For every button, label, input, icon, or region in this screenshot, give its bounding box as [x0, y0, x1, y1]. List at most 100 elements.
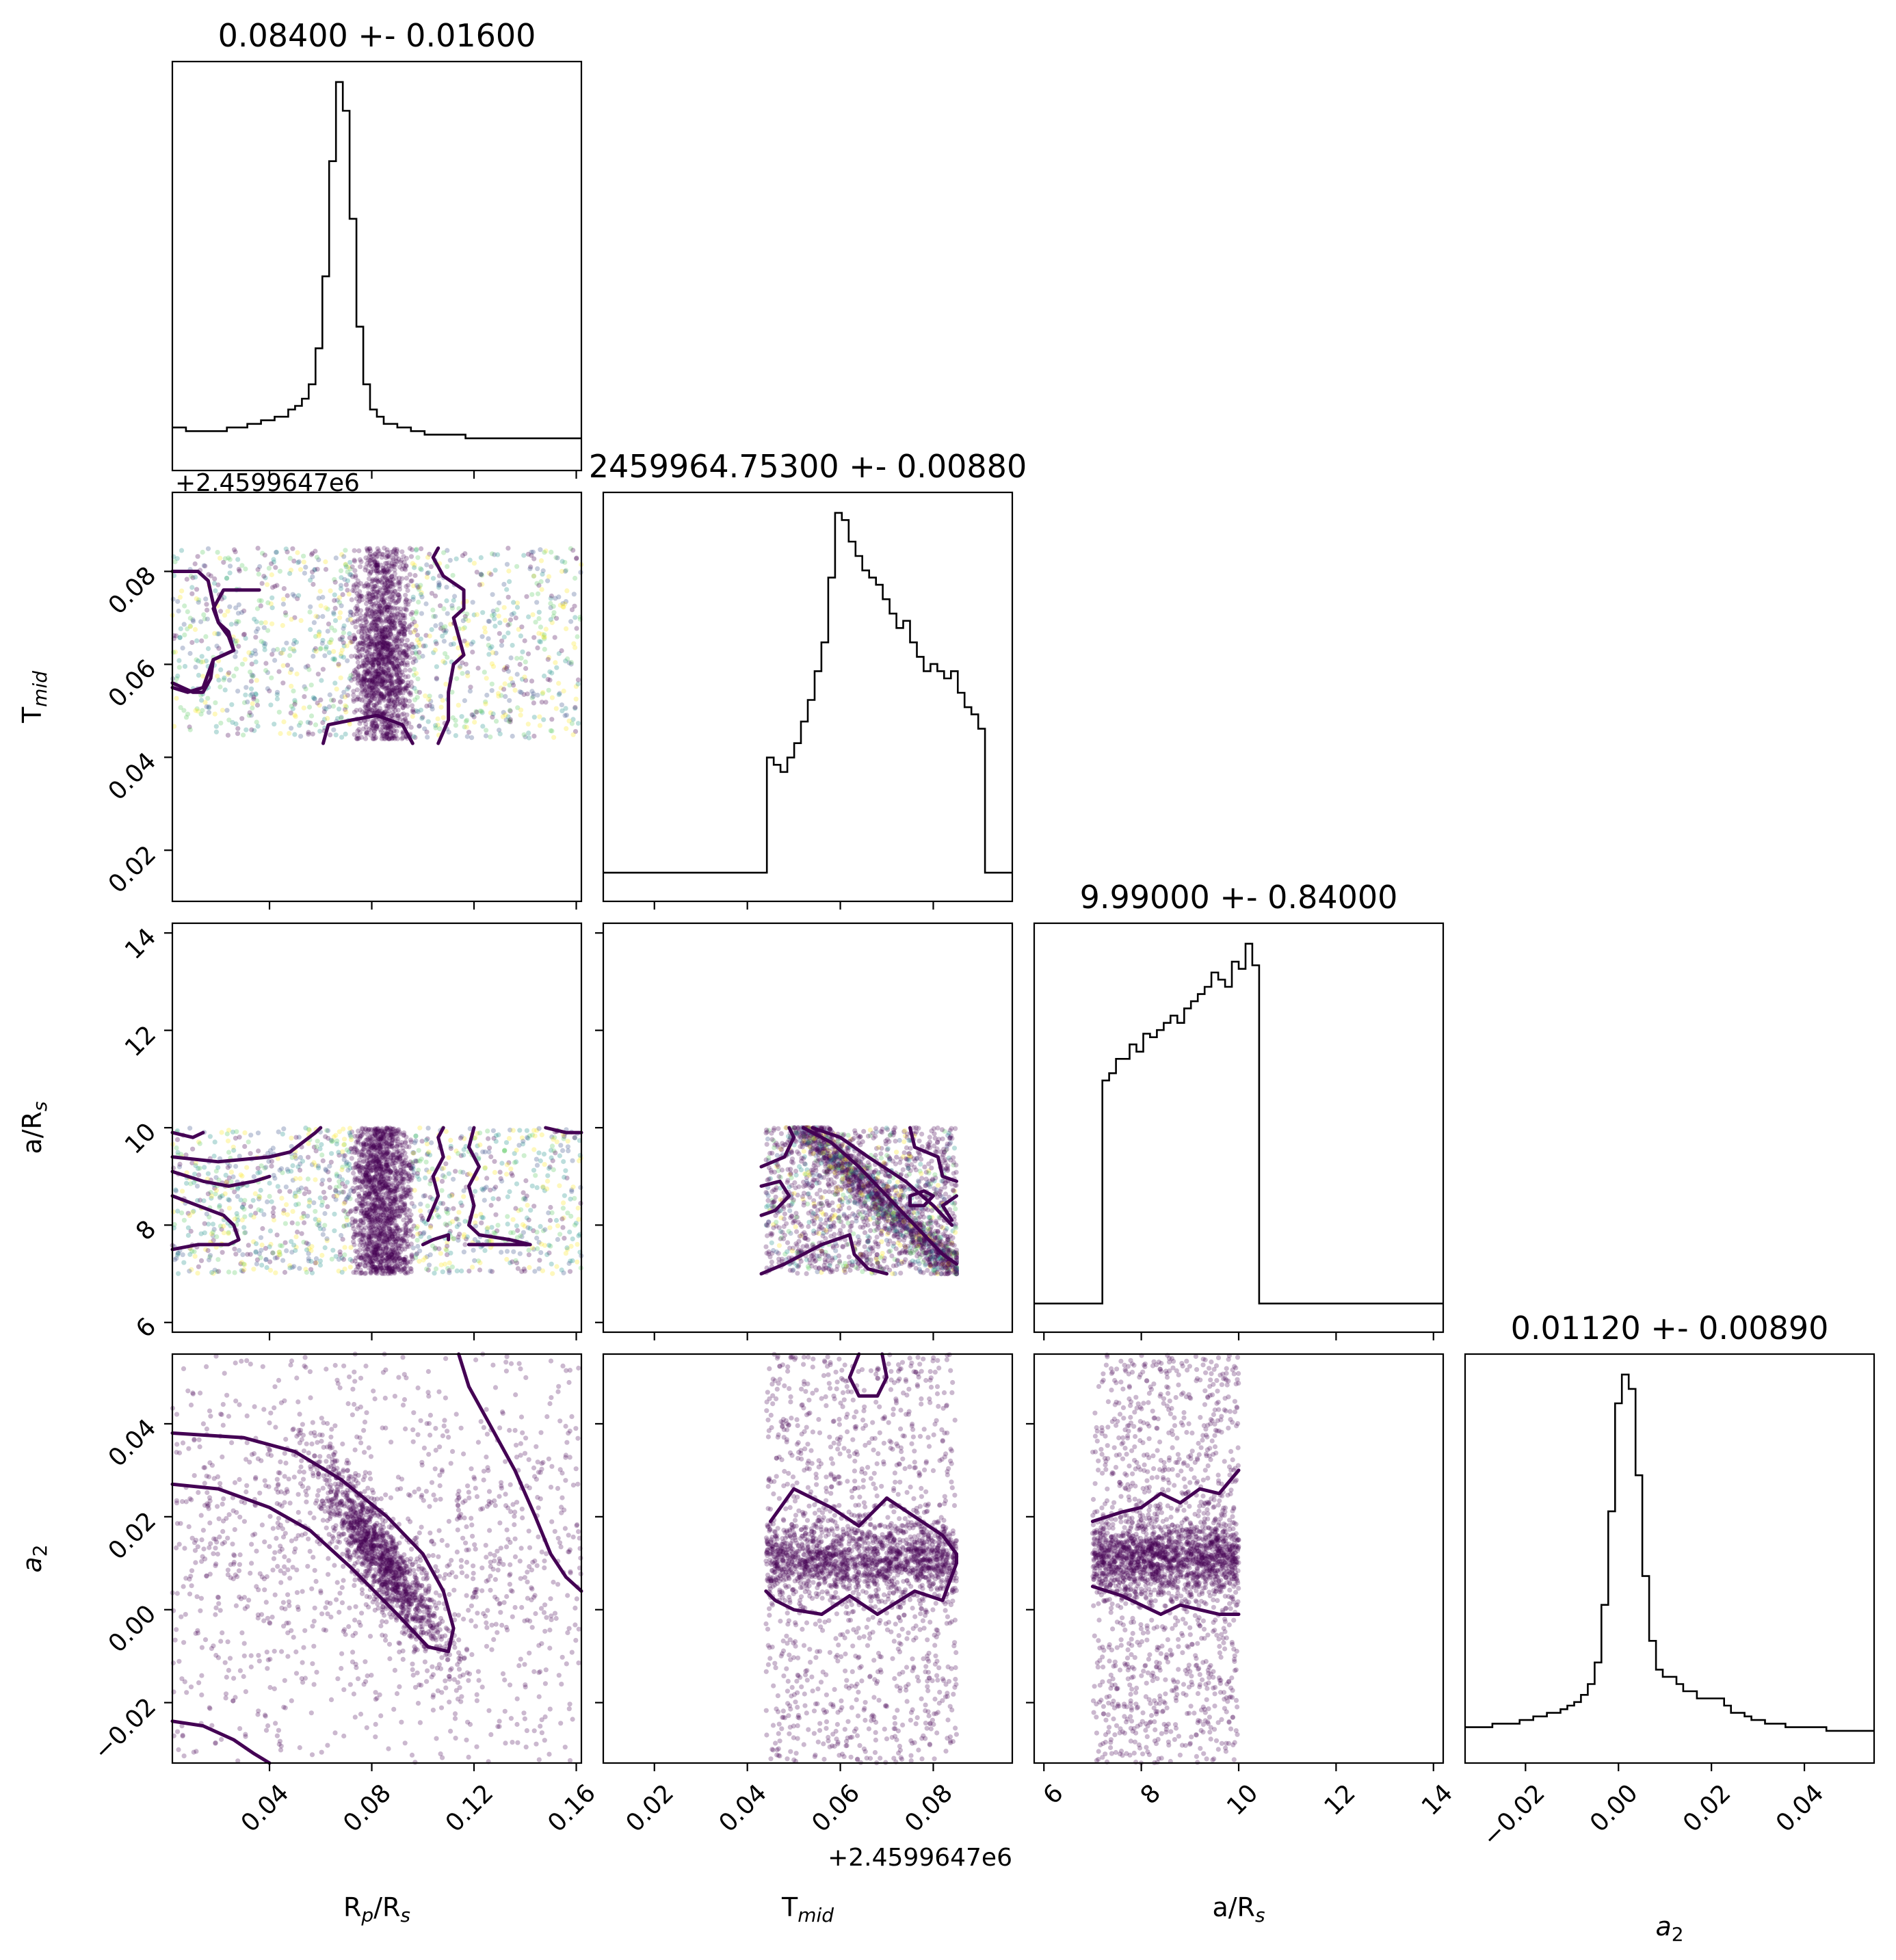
scatter-point	[504, 1256, 510, 1262]
scatter-point	[474, 570, 479, 575]
scatter-rp-ars	[170, 1125, 584, 1277]
scatter-point	[374, 561, 380, 566]
scatter-point	[466, 1171, 472, 1176]
scatter-point	[542, 673, 547, 679]
scatter-point	[415, 1243, 421, 1249]
scatter-point	[549, 670, 555, 676]
scatter-point	[553, 660, 558, 665]
scatter-point	[517, 1128, 523, 1133]
scatter-point	[488, 1269, 493, 1274]
scatter-point	[354, 603, 360, 609]
scatter-point	[519, 676, 525, 682]
scatter-point	[508, 676, 514, 681]
scatter-point	[568, 1213, 574, 1219]
scatter-point	[404, 575, 410, 581]
scatter-point	[397, 680, 402, 686]
scatter-point	[452, 635, 458, 641]
scatter-point	[354, 581, 359, 587]
scatter-point	[347, 613, 353, 618]
scatter-point	[262, 644, 267, 649]
scatter-point	[505, 594, 511, 600]
scatter-point	[231, 1148, 237, 1153]
scatter-point	[308, 713, 315, 719]
scatter-point	[402, 667, 408, 673]
scatter-point	[343, 548, 348, 553]
scatter-point	[319, 641, 325, 646]
scatter-point	[383, 570, 389, 575]
scatter-point	[407, 667, 413, 673]
scatter-point	[540, 572, 545, 577]
scatter-point	[525, 1135, 530, 1140]
scatter-point	[369, 601, 375, 607]
scatter-point	[567, 1269, 573, 1274]
scatter-point	[562, 1193, 568, 1198]
scatter-point	[220, 707, 225, 713]
scatter-point	[345, 569, 350, 574]
scatter-point	[479, 1215, 485, 1220]
scatter-point	[395, 679, 400, 685]
scatter-point	[341, 554, 347, 559]
scatter-point	[337, 1249, 343, 1255]
scatter-point	[510, 680, 516, 685]
scatter-point	[536, 1126, 542, 1131]
scatter-point	[197, 1141, 202, 1146]
scatter-point	[343, 731, 348, 737]
scatter-point	[407, 546, 413, 551]
scatter-point	[402, 652, 408, 657]
scatter-point	[382, 661, 388, 666]
scatter-point	[482, 629, 488, 635]
scatter-point	[497, 731, 503, 737]
scatter-point	[427, 1225, 434, 1230]
scatter-point	[354, 591, 360, 596]
scatter-point	[393, 648, 398, 653]
scatter-point	[509, 612, 514, 618]
scatter-point	[292, 713, 298, 718]
scatter-point	[489, 681, 495, 687]
scatter-point	[565, 1144, 571, 1150]
scatter-point	[204, 1211, 209, 1217]
scatter-point	[177, 1161, 183, 1167]
scatter-point	[453, 723, 459, 728]
scatter-point	[538, 558, 544, 564]
scatter-point	[382, 724, 389, 730]
scatter-point	[319, 1253, 325, 1258]
scatter-point	[536, 609, 542, 615]
scatter-point	[271, 1205, 276, 1210]
scatter-point	[292, 702, 298, 707]
scatter-point	[198, 659, 204, 665]
scatter-point	[274, 1232, 280, 1238]
scatter-point	[249, 727, 254, 732]
scatter-point	[285, 593, 290, 598]
scatter-point	[430, 1166, 435, 1171]
scatter-point	[480, 1149, 486, 1154]
scatter-point	[303, 686, 308, 692]
scatter-point	[255, 546, 261, 551]
scatter-point	[392, 625, 397, 631]
scatter-point	[409, 1227, 414, 1232]
scatter-point	[291, 1243, 297, 1248]
scatter-point	[376, 661, 381, 666]
scatter-point	[531, 700, 537, 706]
scatter-point	[534, 600, 540, 605]
scatter-point	[384, 568, 391, 573]
scatter-point	[561, 1200, 566, 1206]
scatter-point	[545, 676, 551, 683]
scatter-point	[356, 673, 361, 678]
scatter-point	[380, 732, 386, 738]
scatter-point	[405, 662, 410, 668]
scatter-point	[554, 615, 559, 621]
scatter-point	[282, 1221, 288, 1226]
scatter-point	[354, 1256, 359, 1261]
scatter-point	[445, 564, 450, 570]
scatter-point	[405, 587, 410, 594]
scatter-point	[269, 675, 274, 680]
scatter-point	[386, 635, 391, 641]
scatter-point	[531, 1147, 537, 1152]
scatter-point	[368, 732, 373, 738]
scatter-point	[341, 1142, 347, 1148]
scatter-point	[400, 626, 406, 632]
scatter-point	[200, 674, 206, 679]
scatter-point	[489, 661, 495, 667]
scatter-point	[370, 620, 376, 625]
scatter-point	[548, 617, 553, 622]
